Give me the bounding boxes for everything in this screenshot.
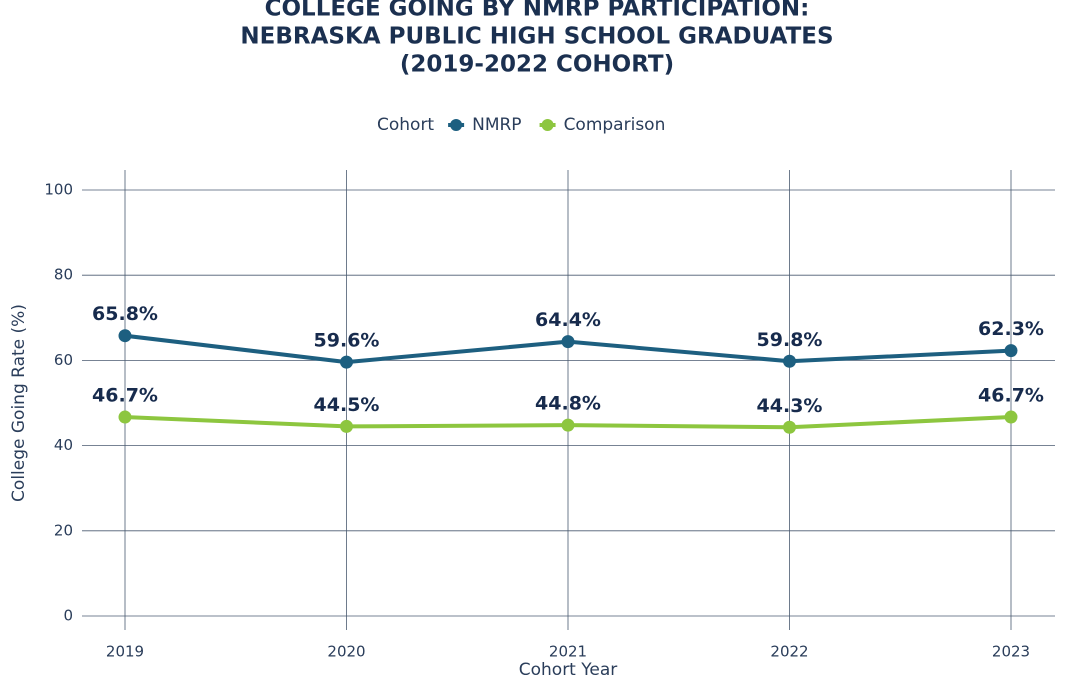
data-label: 44.3%	[757, 395, 823, 417]
chart-title: NEBRASKA PUBLIC HIGH SCHOOL GRADUATES	[240, 24, 833, 50]
legend-label: NMRP	[472, 115, 521, 135]
data-label: 46.7%	[92, 385, 158, 407]
y-tick-label: 80	[54, 266, 73, 284]
legend-label: Comparison	[564, 115, 666, 135]
data-point	[1004, 344, 1018, 358]
y-axis-label: College Going Rate (%)	[9, 304, 29, 502]
data-point	[118, 329, 132, 343]
x-tick-label: 2023	[992, 643, 1030, 661]
legend-title: Cohort	[377, 115, 434, 135]
data-point	[783, 420, 796, 434]
data-point	[561, 418, 575, 432]
data-label: 59.6%	[314, 330, 380, 352]
y-tick-label: 100	[44, 181, 73, 199]
chart-title: COLLEGE GOING BY NMRP PARTICIPATION:	[265, 0, 810, 22]
x-tick-label: 2020	[327, 643, 365, 661]
data-point	[1004, 410, 1018, 424]
x-tick-label: 2022	[770, 643, 808, 661]
chart-title: (2019-2022 COHORT)	[400, 52, 674, 78]
data-point	[118, 410, 132, 424]
data-label: 46.7%	[978, 385, 1044, 407]
legend-marker	[450, 119, 463, 131]
y-tick-label: 60	[54, 351, 73, 369]
legend-marker	[541, 119, 554, 131]
x-axis-label: Cohort Year	[519, 660, 618, 675]
y-tick-label: 40	[54, 436, 73, 454]
x-tick-label: 2021	[549, 643, 587, 661]
data-label: 59.8%	[757, 329, 823, 351]
data-label: 64.4%	[535, 309, 601, 331]
data-label: 44.5%	[314, 394, 380, 416]
data-point	[783, 354, 796, 368]
data-label: 65.8%	[92, 303, 158, 325]
y-tick-label: 20	[54, 521, 73, 539]
data-label: 44.8%	[535, 393, 601, 415]
data-point	[340, 355, 353, 369]
data-point	[340, 419, 353, 433]
x-tick-label: 2019	[106, 643, 144, 661]
data-label: 62.3%	[978, 318, 1044, 340]
data-point	[561, 335, 575, 349]
y-tick-label: 0	[63, 607, 73, 625]
